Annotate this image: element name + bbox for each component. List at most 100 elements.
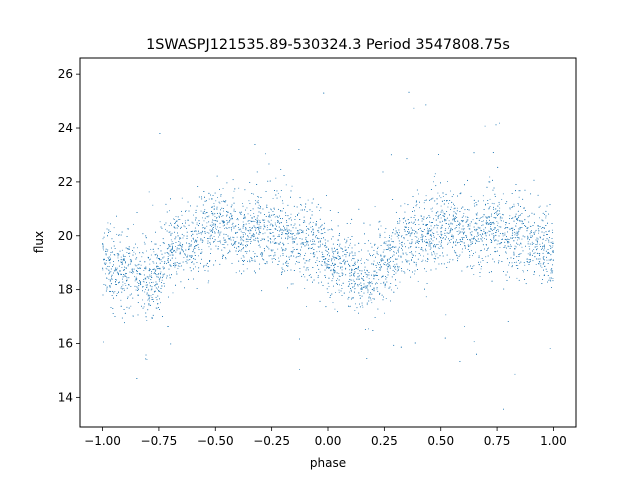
data-point xyxy=(127,248,129,249)
data-point xyxy=(366,287,368,289)
data-point xyxy=(327,263,329,265)
data-point xyxy=(304,276,306,278)
data-point xyxy=(418,238,419,240)
data-point xyxy=(367,240,369,242)
data-point xyxy=(406,260,408,262)
data-point xyxy=(482,233,484,235)
data-point xyxy=(126,228,128,230)
data-point xyxy=(229,216,230,218)
data-point xyxy=(231,217,233,219)
data-point xyxy=(320,225,322,227)
data-point xyxy=(439,248,441,250)
data-point xyxy=(191,261,193,263)
data-point xyxy=(236,219,238,220)
data-point xyxy=(102,243,104,245)
data-point xyxy=(520,243,522,245)
data-point xyxy=(264,239,265,241)
data-point xyxy=(411,239,413,241)
data-point xyxy=(368,300,370,302)
data-point xyxy=(404,226,406,228)
data-point xyxy=(223,247,225,248)
data-point xyxy=(221,244,223,245)
data-point xyxy=(297,214,298,215)
data-point xyxy=(304,245,306,247)
data-point xyxy=(420,248,422,250)
data-point xyxy=(212,212,214,214)
data-point xyxy=(246,252,248,254)
data-point xyxy=(551,229,553,231)
data-point xyxy=(187,254,189,256)
data-point xyxy=(243,256,245,258)
data-point xyxy=(223,237,225,239)
data-point xyxy=(146,250,147,252)
data-point xyxy=(511,228,513,229)
data-point xyxy=(439,245,441,247)
data-point xyxy=(334,264,335,266)
data-point xyxy=(245,223,247,225)
data-point xyxy=(533,249,535,250)
data-point xyxy=(180,248,182,250)
data-point xyxy=(447,261,449,263)
data-point xyxy=(103,341,104,343)
data-point xyxy=(200,233,202,235)
data-point xyxy=(282,233,284,235)
data-point xyxy=(179,238,180,240)
data-point xyxy=(366,358,368,359)
data-point xyxy=(533,233,535,235)
data-point xyxy=(211,224,213,226)
data-point xyxy=(126,252,128,253)
data-point xyxy=(442,238,444,239)
data-point xyxy=(145,289,146,290)
data-point xyxy=(441,240,442,241)
data-point xyxy=(116,271,118,273)
data-point xyxy=(159,221,161,223)
data-point xyxy=(349,242,351,244)
data-point xyxy=(349,306,351,308)
data-point xyxy=(438,214,440,216)
data-point xyxy=(261,254,263,256)
data-point xyxy=(231,204,233,206)
data-point xyxy=(290,217,292,219)
data-point xyxy=(193,239,194,241)
data-point xyxy=(125,261,126,263)
data-point xyxy=(331,220,332,222)
data-point xyxy=(345,254,347,256)
data-point xyxy=(511,262,513,264)
data-point xyxy=(177,268,179,270)
data-point xyxy=(241,249,242,250)
data-point xyxy=(281,229,283,230)
data-point xyxy=(402,252,404,254)
data-point xyxy=(176,249,178,251)
data-point xyxy=(208,238,210,239)
data-point xyxy=(264,250,265,252)
data-point xyxy=(150,295,152,297)
data-point xyxy=(159,277,161,279)
data-point xyxy=(336,282,338,284)
data-point xyxy=(447,244,448,245)
data-point xyxy=(516,256,518,258)
data-point xyxy=(411,253,413,255)
data-point xyxy=(307,267,309,269)
data-point xyxy=(135,253,136,255)
data-point xyxy=(107,222,109,224)
data-point xyxy=(193,214,194,216)
data-point xyxy=(158,307,159,308)
data-point xyxy=(238,242,239,244)
data-point xyxy=(102,238,104,240)
data-point xyxy=(118,272,119,274)
data-point xyxy=(179,253,181,255)
data-point xyxy=(379,269,381,271)
data-point xyxy=(232,225,234,227)
data-point xyxy=(436,253,438,255)
data-point xyxy=(179,244,181,246)
data-point xyxy=(482,237,484,239)
data-point xyxy=(413,210,415,212)
data-point xyxy=(161,285,163,287)
data-point xyxy=(161,261,163,262)
data-point xyxy=(313,233,315,235)
data-point xyxy=(293,255,295,257)
data-point xyxy=(378,269,380,271)
data-point xyxy=(497,210,499,211)
data-point xyxy=(142,252,144,254)
data-point xyxy=(144,291,146,293)
